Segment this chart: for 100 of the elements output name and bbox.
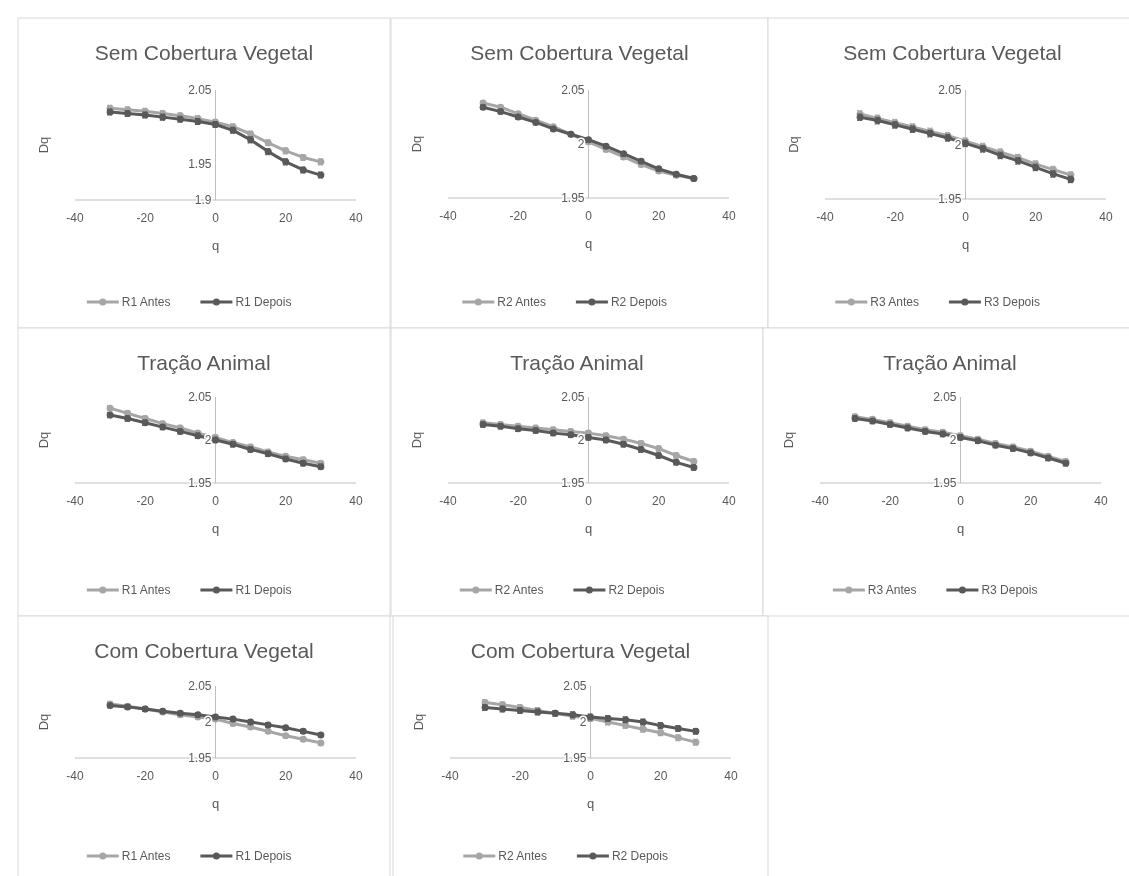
x-tick-label: 0 xyxy=(962,210,970,224)
chart-title: Tração Animal xyxy=(883,351,1017,374)
legend-label: R2 Depois xyxy=(611,849,668,864)
y-tick-label: 2.05 xyxy=(188,83,212,98)
chart-title: Tração Animal xyxy=(510,351,644,374)
x-tick-label: 0 xyxy=(587,769,595,783)
x-axis-title: q xyxy=(586,796,595,811)
chart-title: Sem Cobertura Vegetal xyxy=(843,41,1062,64)
x-tick-label: 0 xyxy=(212,769,220,783)
y-tick-label: 2 xyxy=(204,715,212,730)
x-tick-label: -40 xyxy=(66,494,84,508)
x-tick-label: 20 xyxy=(279,769,293,783)
y-tick-label: 2 xyxy=(954,137,962,152)
x-tick-label: 0 xyxy=(957,494,965,508)
x-tick-label: 20 xyxy=(279,211,293,225)
y-axis-title: Dq xyxy=(36,136,51,154)
legend-label: R1 Antes xyxy=(121,849,171,864)
x-axis-title: q xyxy=(211,796,220,811)
y-tick-label: 2.05 xyxy=(561,83,585,98)
x-tick-label: -40 xyxy=(441,769,459,783)
y-tick-label: 1.95 xyxy=(933,476,957,491)
x-tick-label: -40 xyxy=(816,210,834,224)
x-axis-title: q xyxy=(211,521,220,536)
x-tick-label: 0 xyxy=(585,494,593,508)
y-axis-title: Dq xyxy=(781,431,796,449)
legend-label: R1 Depois xyxy=(235,295,292,310)
legend-label: R1 Antes xyxy=(121,583,171,598)
x-tick-label: 40 xyxy=(1099,210,1113,224)
y-axis-title: Dq xyxy=(409,431,424,449)
legend-label: R1 Depois xyxy=(235,583,292,598)
x-tick-label: -40 xyxy=(439,494,457,508)
x-tick-label: 40 xyxy=(349,211,363,225)
legend-label: R2 Antes xyxy=(494,583,544,598)
x-axis-title: q xyxy=(961,237,970,252)
legend-label: R3 Antes xyxy=(870,295,919,310)
legend-label: R1 Depois xyxy=(235,849,292,864)
x-tick-label: 40 xyxy=(349,494,363,508)
y-tick-label: 1.9 xyxy=(194,193,212,208)
chart-title: Tração Animal xyxy=(137,351,271,374)
legend-label: R3 Antes xyxy=(867,583,917,598)
y-axis-title: Dq xyxy=(36,431,51,449)
x-tick-label: 20 xyxy=(652,494,666,508)
y-tick-label: 1.95 xyxy=(188,156,212,171)
x-tick-label: 20 xyxy=(652,209,666,223)
x-axis-title: q xyxy=(584,521,593,536)
x-tick-label: -20 xyxy=(136,769,155,783)
y-tick-label: 2.05 xyxy=(933,390,957,405)
chart-title: Sem Cobertura Vegetal xyxy=(470,41,689,64)
legend-label: R2 Depois xyxy=(608,583,665,598)
y-tick-label: 1.95 xyxy=(561,476,585,491)
y-tick-label: 2 xyxy=(579,715,587,730)
y-tick-label: 2.05 xyxy=(188,679,212,694)
chart-title: Com Cobertura Vegetal xyxy=(94,639,314,662)
y-tick-label: 1.95 xyxy=(563,751,587,766)
x-tick-label: 0 xyxy=(585,209,593,223)
x-tick-label: 40 xyxy=(1094,494,1108,508)
y-tick-label: 1.95 xyxy=(188,476,212,491)
chart-title: Com Cobertura Vegetal xyxy=(470,639,691,662)
x-axis-title: q xyxy=(956,521,965,536)
legend-label: R2 Depois xyxy=(610,295,667,310)
x-tick-label: 40 xyxy=(722,494,736,508)
y-axis-title: Dq xyxy=(786,136,801,153)
x-tick-label: 20 xyxy=(654,769,668,783)
x-tick-label: -40 xyxy=(439,209,457,223)
x-tick-label: -20 xyxy=(509,494,528,508)
y-tick-label: 1.95 xyxy=(561,191,585,206)
y-tick-label: 2.05 xyxy=(188,390,212,405)
x-tick-label: -20 xyxy=(886,210,905,224)
y-tick-label: 2.05 xyxy=(563,679,587,694)
x-tick-label: -20 xyxy=(881,494,900,508)
x-tick-label: -20 xyxy=(509,209,528,223)
y-tick-label: 2.05 xyxy=(938,83,962,98)
y-tick-label: 2 xyxy=(577,137,585,152)
y-tick-label: 2.05 xyxy=(561,390,585,405)
legend-label: R3 Depois xyxy=(983,295,1040,310)
y-axis-title: Dq xyxy=(409,135,424,153)
x-tick-label: -40 xyxy=(811,494,829,508)
x-tick-label: 40 xyxy=(349,769,363,783)
chart-title: Sem Cobertura Vegetal xyxy=(94,41,314,64)
y-axis-title: Dq xyxy=(36,713,51,731)
legend-label: R3 Depois xyxy=(981,583,1038,598)
x-tick-label: 20 xyxy=(1029,210,1043,224)
x-tick-label: 40 xyxy=(724,769,738,783)
legend-label: R2 Antes xyxy=(497,295,546,310)
x-tick-label: 20 xyxy=(1024,494,1038,508)
y-tick-label: 1.95 xyxy=(188,751,212,766)
y-axis-title: Dq xyxy=(411,713,426,731)
x-tick-label: 20 xyxy=(279,494,293,508)
y-tick-label: 1.95 xyxy=(938,192,962,207)
x-tick-label: 0 xyxy=(212,494,220,508)
x-tick-label: 40 xyxy=(722,209,736,223)
x-axis-title: q xyxy=(211,238,220,253)
y-tick-label: 2 xyxy=(949,433,957,448)
x-tick-label: -20 xyxy=(136,494,155,508)
x-tick-label: -40 xyxy=(66,769,84,783)
x-tick-label: -20 xyxy=(511,769,530,783)
legend-label: R1 Antes xyxy=(121,295,171,310)
x-axis-title: q xyxy=(584,236,593,251)
x-tick-label: 0 xyxy=(212,211,220,225)
x-tick-label: -20 xyxy=(136,211,155,225)
